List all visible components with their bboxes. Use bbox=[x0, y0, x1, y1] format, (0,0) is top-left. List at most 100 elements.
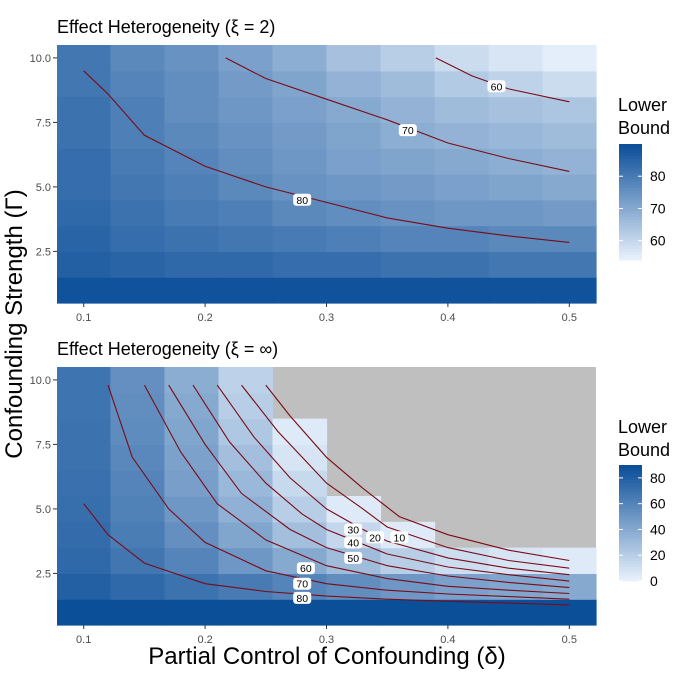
heatmap-cell bbox=[272, 418, 328, 445]
contour-label-bg bbox=[398, 124, 417, 137]
heatmap-cell bbox=[218, 148, 274, 175]
heatmap-cell bbox=[218, 251, 274, 278]
legend-color-step bbox=[619, 207, 642, 212]
legend-color-step bbox=[619, 210, 642, 215]
contour-label: 70 bbox=[296, 579, 308, 591]
heatmap-cell bbox=[110, 148, 166, 175]
contour-label: 80 bbox=[296, 195, 308, 207]
heatmap-cell bbox=[164, 174, 220, 201]
heatmap-cell bbox=[110, 251, 166, 278]
heatmap-cell bbox=[164, 70, 220, 98]
heatmap-cell bbox=[57, 470, 112, 497]
contour-label: 50 bbox=[347, 553, 359, 565]
contour-label: 40 bbox=[347, 537, 359, 549]
contour-label: 60 bbox=[300, 563, 312, 575]
heatmap-cell bbox=[57, 199, 112, 227]
heatmap-cell bbox=[164, 444, 220, 471]
contour-label: 10 bbox=[393, 532, 405, 544]
contour-label-bg bbox=[390, 531, 409, 544]
contour-line bbox=[216, 384, 570, 576]
heatmap-cell bbox=[164, 122, 220, 149]
legend-color-step bbox=[619, 508, 642, 512]
heatmap-cell bbox=[164, 45, 220, 72]
legend-color-step bbox=[619, 155, 642, 159]
legend-color-step bbox=[619, 158, 642, 162]
contour-label: 80 bbox=[296, 593, 308, 605]
legend-color-step bbox=[619, 146, 642, 151]
legend: Lower Bound 0 20 40 60 80 bbox=[618, 417, 670, 589]
legend-color-step bbox=[619, 511, 642, 515]
heatmap-cell bbox=[380, 277, 436, 304]
heatmap-cell bbox=[57, 573, 112, 600]
heatmap-cell bbox=[542, 199, 597, 227]
heatmap-cell bbox=[218, 225, 274, 252]
heatmap-cell bbox=[164, 225, 220, 252]
heatmap-cell bbox=[110, 496, 166, 523]
x-tick-label: 0.5 bbox=[562, 312, 577, 324]
heatmap-cell bbox=[434, 277, 490, 304]
heatmap-cell bbox=[326, 70, 382, 98]
heatmap-cell bbox=[164, 96, 220, 123]
heatmap-cell bbox=[542, 96, 597, 123]
heatmap-cell bbox=[164, 367, 220, 394]
heatmap-cell bbox=[110, 174, 166, 201]
legend-color-step bbox=[619, 488, 642, 492]
heatmap-cell bbox=[110, 367, 166, 394]
heatmap-cell bbox=[488, 96, 544, 123]
heatmap-cell bbox=[110, 521, 166, 549]
heatmap-cell bbox=[218, 122, 274, 149]
legend-tick-label: 70 bbox=[650, 200, 666, 216]
x-tick-label: 0.1 bbox=[76, 634, 91, 646]
heatmap-cell bbox=[164, 573, 220, 600]
heatmap-cell bbox=[488, 547, 544, 574]
y-tick-label: 2.5 bbox=[36, 246, 51, 258]
heatmap-cell bbox=[218, 174, 274, 201]
heatmap-cell bbox=[57, 444, 112, 471]
legend-color-step bbox=[619, 479, 642, 483]
legend-tick-label: 20 bbox=[650, 547, 666, 563]
legend-tick-label: 60 bbox=[650, 496, 666, 512]
contour-label-bg bbox=[293, 591, 312, 604]
heatmap-cell bbox=[218, 418, 274, 445]
legend-color-step bbox=[619, 161, 642, 165]
heatmap-cell bbox=[164, 547, 220, 574]
heatmap-cell bbox=[218, 599, 274, 626]
legend-color-step bbox=[619, 572, 642, 576]
heatmap-cell bbox=[57, 521, 112, 549]
heatmap-cell bbox=[110, 547, 166, 574]
legend-tick-label: 80 bbox=[650, 470, 666, 486]
legend-color-step bbox=[619, 496, 642, 501]
legend-color-step bbox=[619, 228, 642, 232]
legend-color-step bbox=[619, 543, 642, 547]
heatmap-cell bbox=[272, 251, 328, 278]
heatmap-cell bbox=[488, 277, 544, 304]
heatmap-cell bbox=[434, 174, 490, 201]
legend-color-step bbox=[619, 523, 642, 527]
legend-color-step bbox=[619, 167, 642, 171]
heatmap-cell bbox=[542, 573, 597, 600]
heatmap-cell bbox=[380, 599, 436, 626]
legend-tick-label: 0 bbox=[650, 573, 658, 589]
heatmap-cell bbox=[380, 573, 436, 600]
heatmap-cell bbox=[272, 225, 328, 252]
heatmap-cell bbox=[272, 496, 328, 523]
x-tick-label: 0.2 bbox=[197, 634, 212, 646]
legend-color-step bbox=[619, 239, 642, 244]
heatmap-cell bbox=[326, 122, 382, 149]
legend-color-step bbox=[619, 566, 642, 570]
heatmap-cell bbox=[57, 122, 112, 149]
contour-label-bg bbox=[344, 523, 363, 536]
legend-tick-label: 40 bbox=[650, 521, 666, 537]
heatmap-cell bbox=[380, 199, 436, 227]
heatmap-cell bbox=[218, 496, 274, 523]
panel-xi-infinity: Effect Heterogeneity (ξ = ∞) 80706050403… bbox=[30, 339, 670, 646]
x-axis-label: Partial Control of Confounding (δ) bbox=[148, 643, 506, 670]
contour-label: 70 bbox=[402, 125, 414, 137]
heatmap-cell bbox=[57, 277, 112, 304]
heatmap-cell bbox=[488, 45, 544, 72]
y-tick-label: 5.0 bbox=[36, 504, 51, 516]
legend-color-step bbox=[619, 184, 642, 188]
heatmap-cell bbox=[380, 96, 436, 123]
contour-label: 30 bbox=[347, 525, 359, 537]
